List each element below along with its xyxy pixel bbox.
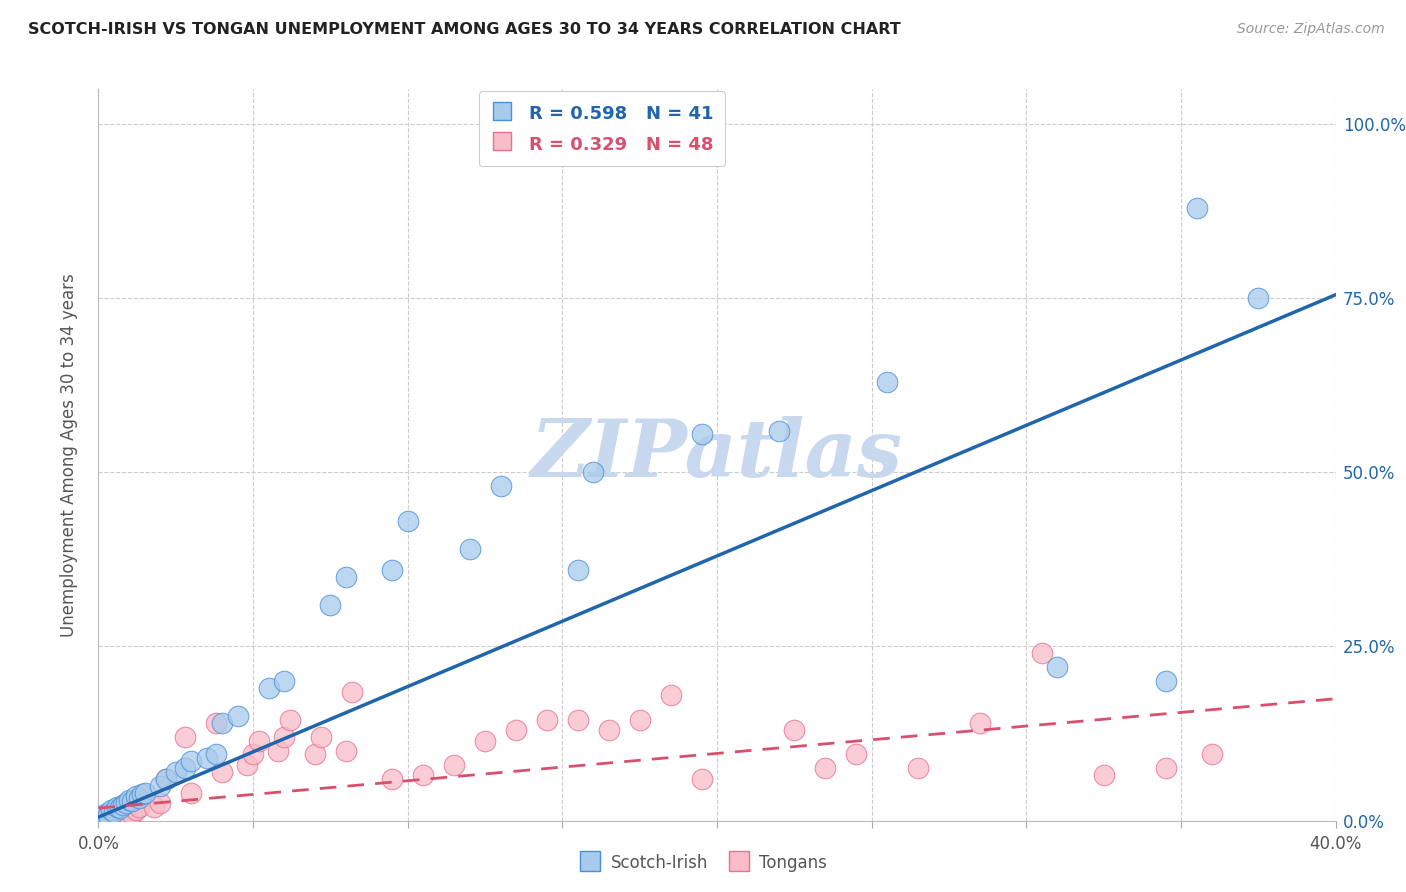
Point [1201,747,1223,762]
Point [628,713,651,727]
Point [180,755,202,769]
Point [180,786,202,800]
Point [304,747,326,762]
Point [131,787,153,801]
Point [319,598,342,612]
Point [309,730,332,744]
Point [149,779,172,793]
Point [121,794,143,808]
Legend: R = 0.598   N = 41, R = 0.329   N = 48: R = 0.598 N = 41, R = 0.329 N = 48 [478,91,724,166]
Point [412,768,434,782]
Point [690,427,713,442]
Point [242,747,264,762]
Point [118,793,141,807]
Point [267,744,290,758]
Point [505,723,527,737]
Point [598,723,620,737]
Point [247,733,270,747]
Point [100,805,122,820]
Point [536,713,558,727]
Point [1185,201,1208,215]
Point [876,375,898,389]
Point [90,810,112,824]
Point [128,791,150,805]
Point [93,808,115,822]
Point [134,786,156,800]
Point [118,810,141,824]
Point [582,466,605,480]
Point [257,681,280,696]
Point [381,563,404,577]
Point [335,570,357,584]
Point [1247,291,1270,305]
Point [155,772,177,786]
Point [108,799,131,814]
Point [205,716,228,731]
Point [783,723,806,737]
Point [124,789,146,804]
Point [659,688,682,702]
Point [128,799,150,814]
Point [97,806,120,821]
Text: Source: ZipAtlas.com: Source: ZipAtlas.com [1237,22,1385,37]
Point [845,747,868,762]
Point [124,803,146,817]
Point [226,709,249,723]
Point [567,563,589,577]
Point [969,716,991,731]
Point [335,744,357,758]
Text: SCOTCH-IRISH VS TONGAN UNEMPLOYMENT AMONG AGES 30 TO 34 YEARS CORRELATION CHART: SCOTCH-IRISH VS TONGAN UNEMPLOYMENT AMON… [28,22,901,37]
Point [458,541,481,556]
Point [105,801,128,815]
Point [165,764,187,779]
Point [474,733,496,747]
Point [195,751,218,765]
Point [105,799,128,814]
Point [97,808,120,822]
Point [768,424,790,438]
Point [108,801,131,815]
Point [149,796,172,810]
Legend: Scotch-Irish, Tongans: Scotch-Irish, Tongans [572,847,834,880]
Point [115,796,138,810]
Point [567,713,589,727]
Point [273,674,295,689]
Point [690,772,713,786]
Point [278,713,301,727]
Point [205,747,228,762]
Point [443,758,465,772]
Point [93,806,115,821]
Point [155,772,177,786]
Point [143,799,166,814]
Point [1092,768,1115,782]
Point [340,685,363,699]
Text: ZIPatlas: ZIPatlas [531,417,903,493]
Point [381,772,404,786]
Point [103,803,125,817]
Point [174,730,197,744]
Point [1154,761,1177,775]
Point [273,730,295,744]
Point [90,810,112,824]
Point [236,758,259,772]
Point [112,798,135,813]
Point [489,479,512,493]
Point [396,514,419,528]
Point [907,761,929,775]
Point [1031,647,1053,661]
Point [174,761,197,775]
Point [211,716,233,731]
Point [211,764,233,779]
Point [814,761,837,775]
Point [1154,674,1177,689]
Point [100,803,122,817]
Y-axis label: Unemployment Among Ages 30 to 34 years: Unemployment Among Ages 30 to 34 years [59,273,77,637]
Point [1046,660,1069,674]
Point [103,805,125,820]
Point [121,806,143,821]
